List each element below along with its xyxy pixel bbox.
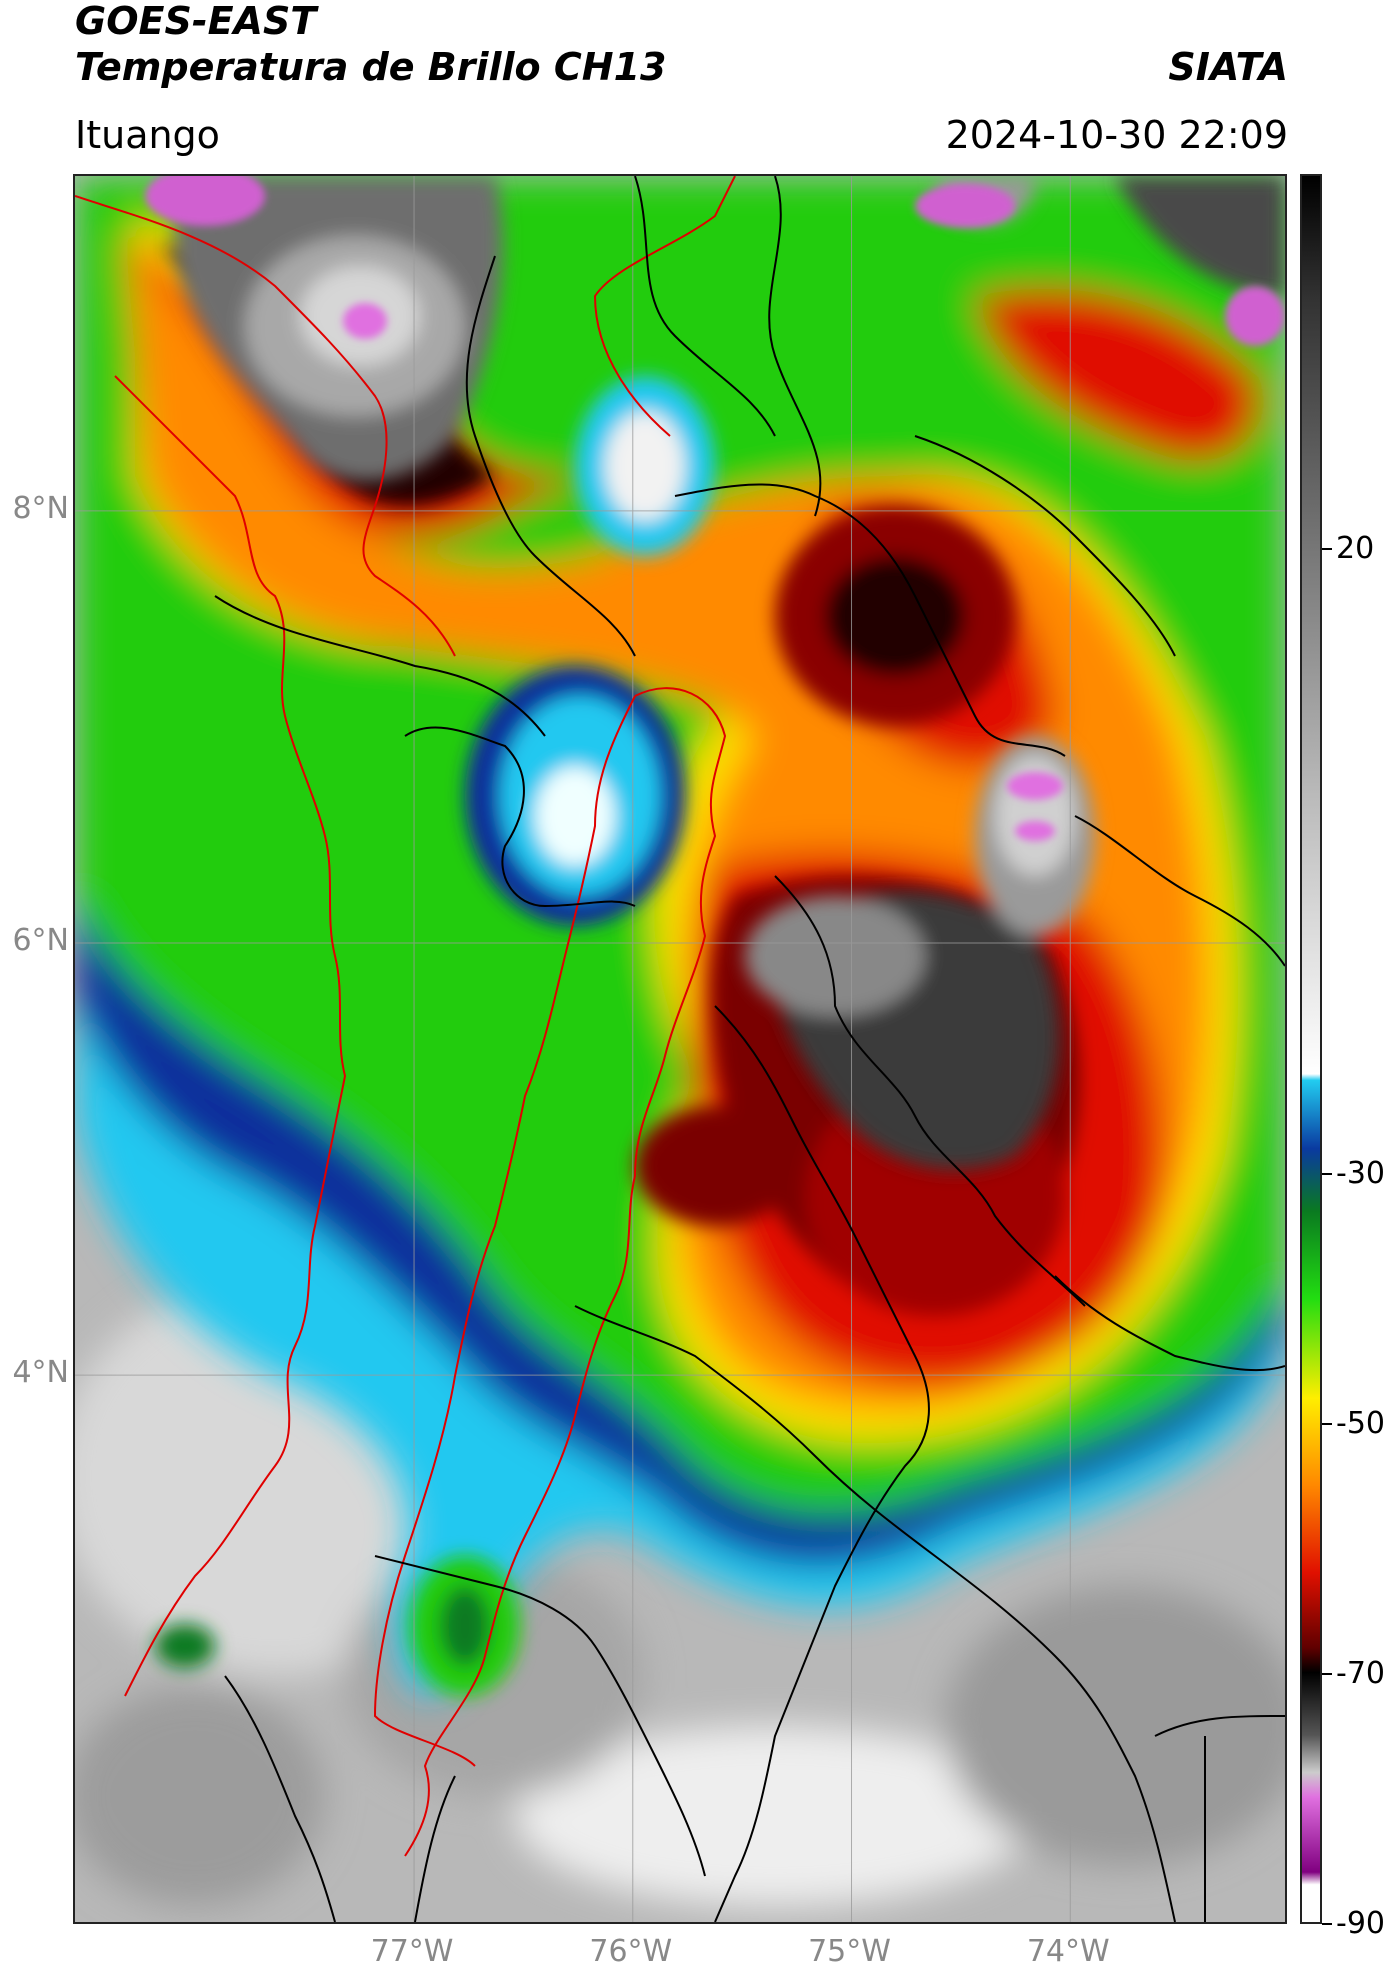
timestamp-label: 2024-10-30 22:09 bbox=[945, 113, 1288, 157]
colorbar-tick-mark-0 bbox=[1322, 548, 1332, 550]
colorbar-tick-label-2: -50 bbox=[1336, 1406, 1384, 1441]
colorbar-tick-label-1: -30 bbox=[1336, 1156, 1384, 1191]
lat-tick-label-0: 8°N bbox=[12, 490, 69, 526]
title-line-1: GOES-EAST bbox=[75, 0, 317, 43]
colorbar-tick-mark-1 bbox=[1322, 1173, 1332, 1175]
organization-label: SIATA bbox=[1168, 45, 1288, 89]
colorbar-tick-label-3: -70 bbox=[1336, 1656, 1384, 1691]
title-line-2: Temperatura de Brillo CH13 bbox=[75, 45, 667, 89]
lon-tick-label-2: 75°W bbox=[808, 1934, 891, 1969]
municipal-boundaries bbox=[214, 176, 1285, 1922]
graticule bbox=[75, 176, 1285, 1922]
lon-tick-label-1: 76°W bbox=[589, 1934, 673, 1969]
lat-tick-label-2: 4°N bbox=[12, 1355, 69, 1391]
satellite-map bbox=[73, 174, 1287, 1924]
colorbar bbox=[1300, 174, 1322, 1924]
lon-tick-label-3: 74°W bbox=[1026, 1934, 1110, 1969]
department-boundary-red bbox=[75, 176, 736, 1857]
region-label: Ituango bbox=[75, 113, 220, 157]
lat-tick-label-1: 6°N bbox=[12, 922, 69, 958]
satellite-map-svg bbox=[75, 176, 1285, 1922]
colorbar-tick-mark-4 bbox=[1322, 1923, 1332, 1925]
coastline-red bbox=[114, 375, 347, 1697]
colorbar-tick-mark-2 bbox=[1322, 1423, 1332, 1425]
lon-tick-label-0: 77°W bbox=[370, 1934, 454, 1969]
colorbar-tick-label-0: 20 bbox=[1336, 531, 1375, 566]
colorbar-tick-mark-3 bbox=[1322, 1673, 1332, 1675]
coldest-tops bbox=[145, 176, 1285, 841]
colorbar-tick-label-4: -90 bbox=[1336, 1906, 1384, 1941]
